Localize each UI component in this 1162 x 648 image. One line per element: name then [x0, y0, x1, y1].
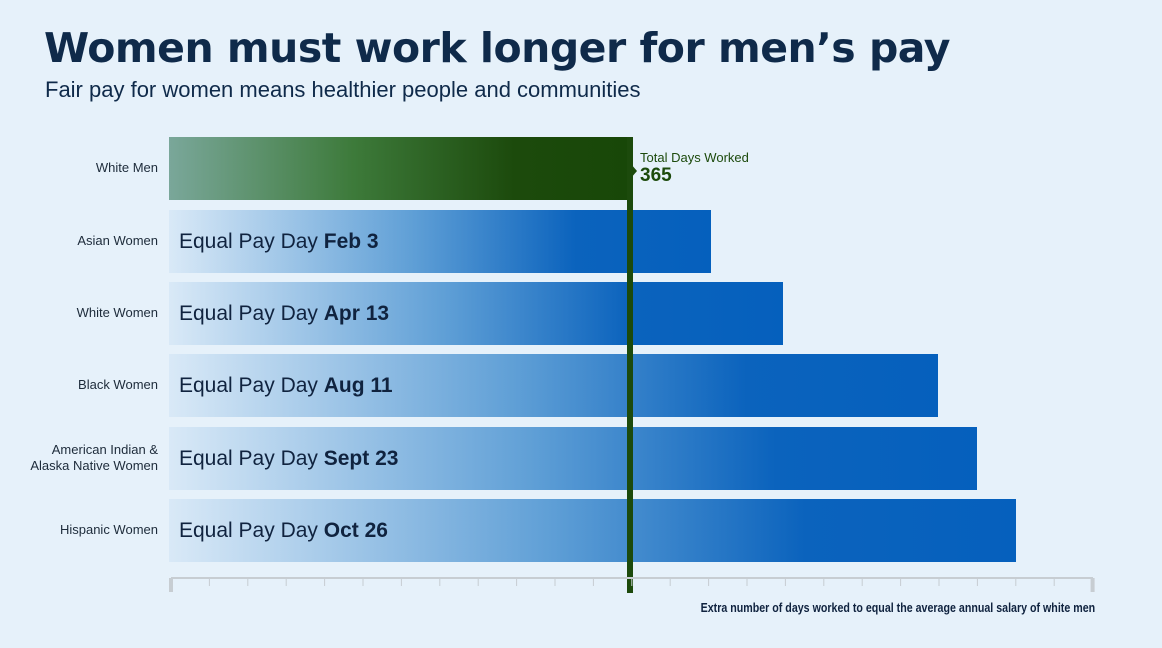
category-label-line: American Indian &	[51, 442, 158, 457]
category-label-line: Hispanic Women	[59, 522, 158, 537]
category-label: American Indian & Alaska Native Women	[30, 442, 158, 474]
bar: Equal Pay Day Feb 3	[169, 210, 711, 273]
bar: Equal Pay Day Aug 11	[169, 354, 939, 417]
reference-value: 365	[640, 165, 672, 186]
category-label: White Men	[96, 160, 158, 176]
equal-pay-day-label: Equal Pay Day Sept 23	[179, 446, 399, 470]
category-label: Hispanic Women	[60, 522, 158, 538]
category-label: Black Women	[78, 377, 158, 393]
equal-pay-day-label: Equal Pay Day Feb 3	[179, 229, 379, 253]
category-label-line: White Women	[76, 305, 158, 320]
equal-pay-day-label: Equal Pay Day Aug 11	[179, 373, 393, 397]
category-label: Asian Women	[77, 233, 158, 249]
x-axis-label: Extra number of days worked to equal the…	[700, 600, 1095, 615]
category-label-line: Alaska Native Women	[30, 458, 158, 473]
bar: Equal Pay Day Oct 26	[169, 499, 1017, 562]
chart-title: Women must work longer for men’s pay	[44, 24, 950, 72]
equal-pay-day-label: Equal Pay Day Oct 26	[179, 518, 388, 542]
category-label: White Women	[77, 305, 158, 321]
bar	[169, 137, 630, 200]
reference-line	[627, 137, 633, 593]
equal-pay-day-label: Equal Pay Day Apr 13	[179, 301, 390, 325]
chart-subtitle: Fair pay for women means healthier peopl…	[45, 77, 641, 102]
x-axis	[169, 577, 1095, 592]
reference-marker	[631, 164, 637, 178]
category-label-line: Asian Women	[77, 233, 158, 248]
bar: Equal Pay Day Apr 13	[169, 282, 783, 345]
category-label-line: Black Women	[78, 377, 158, 392]
bar: Equal Pay Day Sept 23	[169, 427, 978, 490]
reference-label: Total Days Worked	[640, 150, 749, 165]
category-label-line: White Men	[95, 160, 158, 175]
